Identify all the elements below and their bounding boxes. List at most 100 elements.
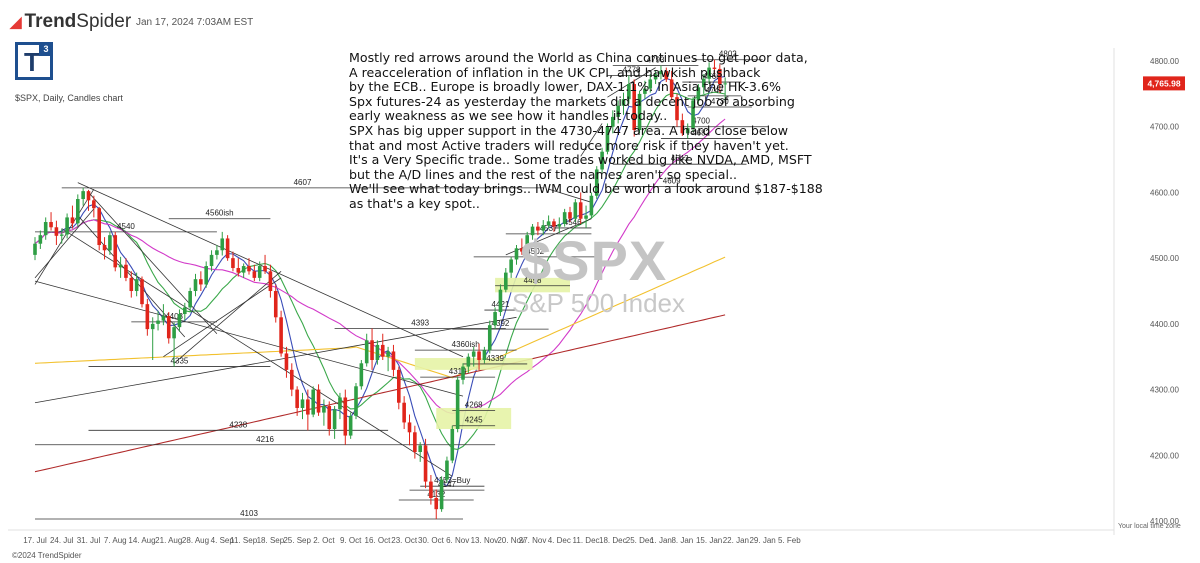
candle-body [193, 279, 198, 292]
chart-datetime: Jan 17, 2024 7:03AM EST [136, 17, 254, 28]
candle-body [455, 379, 460, 430]
candle-body [38, 235, 43, 244]
candle [38, 230, 43, 249]
candle-body [247, 266, 251, 272]
candle [49, 212, 53, 231]
candle-body [600, 151, 604, 170]
level-label: 4560ish [206, 209, 234, 218]
candle [263, 254, 267, 274]
candle-body [434, 498, 439, 510]
ma-line-yellow [34, 256, 726, 379]
candle [54, 220, 59, 246]
candle [129, 271, 134, 298]
candle [86, 189, 91, 211]
candle [707, 62, 711, 85]
trendspider-logo-icon: ◢ [10, 14, 22, 31]
candle [605, 123, 610, 155]
level-label: 4778 [623, 65, 641, 74]
candle [156, 310, 160, 331]
y-tick-label: 4800.00 [1150, 57, 1179, 66]
candle-body [643, 88, 647, 94]
candle-body [578, 202, 583, 219]
candle [637, 90, 642, 134]
candle [632, 79, 636, 137]
candle-body [696, 87, 701, 101]
candle [311, 386, 315, 418]
commentary-line: but the A/D lines and the rest of the na… [349, 166, 738, 182]
copyright: ©2024 TrendSpider [12, 551, 82, 560]
y-tick-label: 4100.00 [1150, 517, 1179, 526]
x-tick-label: 8. Jan [671, 536, 693, 545]
level-label: 4607 [294, 178, 312, 187]
candle-body [616, 105, 620, 117]
candle [375, 340, 380, 365]
candle-body [487, 325, 492, 351]
candle [418, 442, 422, 462]
candle-body [605, 126, 610, 152]
axes: 4100.00 4200.00 4300.00 4400.00 4500.00 4600.… [23, 57, 1185, 545]
candle-body [723, 83, 727, 85]
logo-spider-text: Spider [76, 11, 132, 32]
candle [268, 264, 273, 298]
candle-body [391, 351, 396, 370]
y-tick-label: 4700.00 [1150, 123, 1179, 132]
candle-body [471, 351, 476, 357]
candle-body [627, 84, 631, 100]
x-tick-label: 9. Oct [340, 536, 362, 545]
candle [627, 75, 631, 104]
x-tick-label: 11. Sep [230, 536, 258, 545]
candle-body [504, 272, 508, 290]
candle-body [664, 70, 669, 80]
level-label: 4730 [711, 97, 729, 106]
candle-body [530, 226, 535, 236]
x-tick-label: 1. Jan [650, 536, 672, 545]
trendline [88, 192, 218, 334]
candle [669, 70, 674, 101]
candle [279, 310, 283, 357]
candle-body [562, 212, 567, 224]
candle-body [150, 323, 155, 330]
candle-body [161, 315, 166, 321]
trendline [34, 188, 95, 285]
level-label: 4339 [486, 354, 504, 363]
level-label: 4335 [171, 357, 189, 366]
candle-body [648, 79, 653, 89]
candle-body [306, 399, 310, 415]
candle-body [509, 259, 513, 273]
candle-body [102, 245, 107, 251]
level-label: 4793 [647, 56, 665, 65]
candle [530, 223, 535, 240]
candle [664, 67, 669, 83]
candle-body [348, 415, 353, 436]
candle-body [413, 432, 417, 453]
candle-body [279, 317, 283, 354]
candle-body [92, 200, 96, 209]
candle-body [236, 268, 241, 273]
candle-body [172, 327, 176, 339]
level-label: 4103 [240, 509, 258, 518]
candle [578, 192, 583, 224]
candle-body [322, 406, 326, 413]
candle [172, 322, 176, 367]
candle-body [712, 67, 717, 69]
t3-logo-superscript: 3 [39, 42, 53, 56]
horizontal-levels: 4607 4560ish 4540 4403 4335 4393 4392 4360ish 43… [35, 50, 768, 520]
candle [118, 256, 123, 278]
candle-body [134, 279, 139, 292]
candle [685, 123, 690, 139]
x-tick-label: 22. Jan [723, 536, 749, 545]
x-tick-label: 23. Oct [391, 536, 418, 545]
last-price-tag [1143, 76, 1185, 91]
x-tick-label: 25. Dec [626, 536, 654, 545]
candle [536, 222, 540, 236]
level-label: 4609 [663, 177, 681, 186]
candle [204, 261, 208, 288]
candle-body [43, 222, 48, 236]
candle-body [156, 320, 160, 324]
candle [680, 113, 685, 136]
commentary-line: that and most Active traders will reduce… [349, 137, 789, 153]
t3-logo: T 3 [15, 42, 53, 80]
candle-body [514, 248, 519, 260]
candle-body [364, 340, 369, 364]
